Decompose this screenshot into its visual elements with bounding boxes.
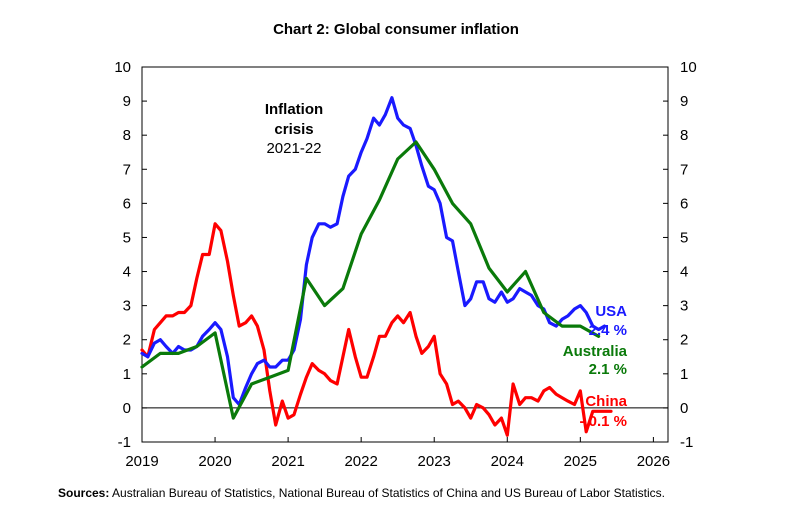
y-tick-label-right: 6 bbox=[680, 195, 688, 212]
y-tick-label-left: 7 bbox=[123, 161, 131, 178]
y-tick-label-left: 10 bbox=[114, 59, 131, 76]
y-tick-label-left: 4 bbox=[123, 264, 131, 281]
x-tick-label: 2025 bbox=[564, 453, 597, 470]
y-tick-label-left: 5 bbox=[123, 229, 131, 246]
source-note: Sources: Australian Bureau of Statistics… bbox=[58, 486, 665, 500]
y-tick-label-left: 3 bbox=[123, 298, 131, 315]
y-tick-label-right: 9 bbox=[680, 93, 688, 110]
series-line-usa bbox=[140, 96, 606, 407]
x-tick-label: 2024 bbox=[491, 453, 524, 470]
y-tick-label-right: 3 bbox=[680, 298, 688, 315]
annotation-crisis-line: Inflation bbox=[265, 101, 323, 118]
y-tick-label-left: 2 bbox=[123, 332, 131, 349]
annotation-usa: USA bbox=[595, 303, 627, 320]
annotation-australia: 2.1 % bbox=[589, 361, 627, 378]
chart-title: Chart 2: Global consumer inflation bbox=[273, 21, 519, 38]
annotations: Inflation crisis 2021-22 USA 2.4 % Australia2… bbox=[265, 101, 628, 430]
y-tick-label-left: 1 bbox=[123, 366, 131, 383]
y-tick-label-right: 1 bbox=[680, 366, 688, 383]
y-tick-label-left: 0 bbox=[123, 400, 131, 417]
axis-ticks: -1 -1 0 0 1 1 2 2 3 3 4 4 5 5 6 6 7 7 8 8 9 9 10 10 2019 2020 2021… bbox=[114, 59, 696, 470]
y-tick-label-right: 2 bbox=[680, 332, 688, 349]
y-tick-label-right: 4 bbox=[680, 264, 688, 281]
y-tick-label-left: -1 bbox=[118, 434, 131, 451]
x-tick-label: 2019 bbox=[125, 453, 158, 470]
annotation-crisis-line: 2021-22 bbox=[266, 140, 321, 157]
annotation-usa: 2.4 % bbox=[589, 322, 627, 339]
x-tick-label: 2023 bbox=[418, 453, 451, 470]
source-label: Sources: bbox=[58, 486, 110, 500]
annotation-crisis-line: crisis bbox=[274, 121, 313, 138]
y-tick-label-right: 5 bbox=[680, 229, 688, 246]
series-line-australia bbox=[140, 140, 601, 420]
source-text: Australian Bureau of Statistics, Nationa… bbox=[109, 486, 665, 500]
series-lines bbox=[140, 96, 613, 437]
y-tick-label-right: 10 bbox=[680, 59, 697, 76]
y-tick-label-right: 7 bbox=[680, 161, 688, 178]
y-tick-label-right: 0 bbox=[680, 400, 688, 417]
y-tick-label-right: -1 bbox=[680, 434, 693, 451]
annotation-australia: Australia bbox=[563, 343, 628, 360]
y-tick-label-left: 9 bbox=[123, 93, 131, 110]
annotation-china: China bbox=[585, 393, 627, 410]
y-tick-label-left: 6 bbox=[123, 195, 131, 212]
x-tick-label: 2021 bbox=[271, 453, 304, 470]
plot-frame bbox=[141, 66, 669, 443]
y-tick-label-right: 8 bbox=[680, 127, 688, 144]
series-line-china bbox=[140, 222, 613, 437]
x-tick-label: 2020 bbox=[198, 453, 231, 470]
annotation-china: - 0.1 % bbox=[579, 413, 627, 430]
x-tick-label: 2022 bbox=[344, 453, 377, 470]
x-tick-label: 2026 bbox=[637, 453, 670, 470]
y-tick-label-left: 8 bbox=[123, 127, 131, 144]
